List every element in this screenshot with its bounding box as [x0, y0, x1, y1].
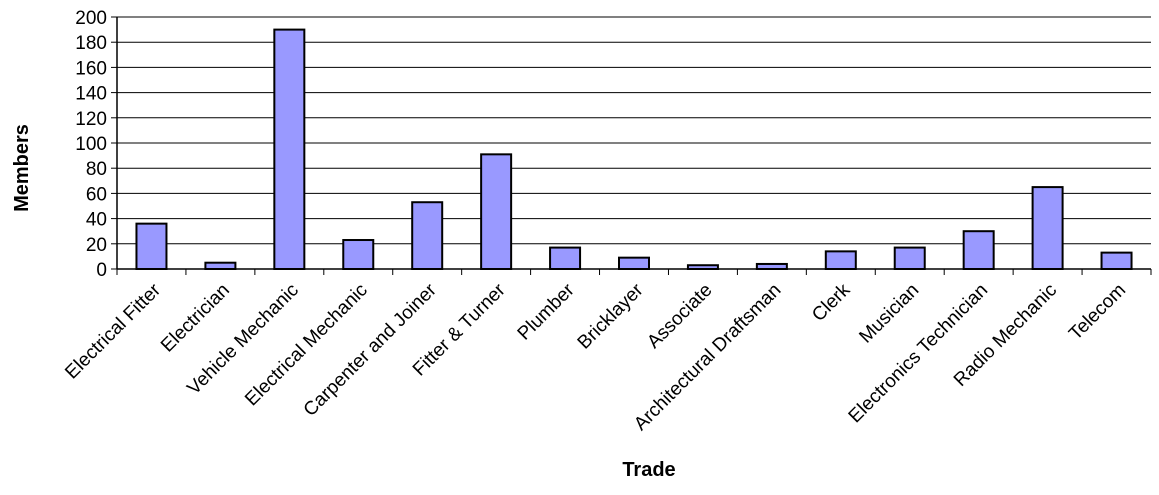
x-tick-label: Musician — [855, 280, 923, 348]
bar — [1100, 251, 1133, 270]
x-tick-label: Clerk — [808, 279, 855, 326]
y-tick-labels: 0 20 40 60 80 100 120 140 160 180 200 — [75, 8, 107, 281]
bar — [549, 246, 582, 271]
y-tick-label: 140 — [75, 84, 107, 105]
bar — [824, 250, 857, 270]
bar — [755, 262, 788, 270]
y-tick-label: 0 — [96, 260, 107, 281]
y-tick-label: 200 — [75, 8, 107, 29]
y-tick-label: 120 — [75, 109, 107, 130]
y-tick-label: 100 — [75, 134, 107, 155]
bar — [962, 230, 995, 270]
bar — [1031, 186, 1064, 271]
y-tick-label: 80 — [86, 159, 107, 180]
y-tick-label: 180 — [75, 33, 107, 54]
bar — [273, 28, 306, 270]
x-tick-label: Plumber — [514, 279, 579, 344]
x-tick-label: Electrical Mechanic — [241, 280, 372, 411]
bar — [618, 256, 650, 271]
bar — [411, 201, 444, 270]
bar — [893, 246, 926, 271]
bars — [135, 28, 1133, 271]
y-tick-label: 60 — [86, 184, 107, 205]
axes — [111, 16, 1152, 275]
bar — [135, 222, 168, 270]
x-tick-label: Telecom — [1065, 280, 1130, 345]
x-tick-label: Electrical Fitter — [61, 279, 165, 383]
bar — [204, 261, 237, 271]
x-tick-label: Associate — [643, 280, 716, 353]
x-tick-label: Carpenter and Joiner — [300, 279, 442, 421]
y-tick-label: 20 — [86, 235, 107, 256]
bar — [480, 153, 513, 270]
x-tick-label: Electronics Technician — [845, 280, 993, 428]
y-axis-title: Members — [11, 124, 33, 212]
y-tick-label: 160 — [75, 58, 107, 79]
y-tick-label: 40 — [86, 210, 107, 231]
x-axis-title: Trade — [622, 459, 675, 481]
gridlines — [117, 16, 1151, 245]
bar — [342, 239, 375, 271]
x-tick-label: Bricklayer — [574, 279, 648, 353]
